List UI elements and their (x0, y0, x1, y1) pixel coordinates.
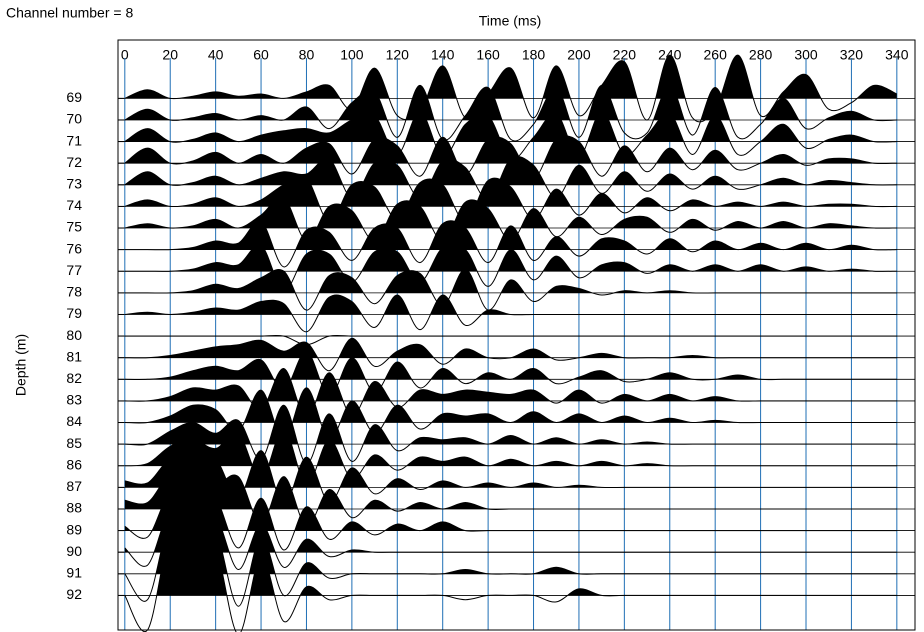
trace-fill (124, 269, 897, 293)
trace-fill (124, 515, 897, 574)
trace (124, 450, 897, 506)
trace-fill (124, 85, 897, 120)
trace (124, 505, 897, 571)
trace (124, 84, 897, 142)
trace (124, 488, 897, 551)
y-tick-label: 80 (66, 327, 82, 343)
y-tick-label: 73 (66, 176, 82, 192)
y-tick-label: 79 (66, 305, 82, 321)
y-tick-label: 91 (66, 565, 82, 581)
trace-fill (124, 176, 897, 207)
trace (124, 220, 897, 268)
trace (124, 387, 897, 441)
y-tick-label: 87 (66, 478, 82, 494)
y-tick-label: 77 (66, 262, 82, 278)
x-tick-label: 160 (476, 47, 500, 63)
y-tick-label: 75 (66, 219, 82, 235)
y-tick-label: 86 (66, 456, 82, 472)
trace-fill (262, 335, 351, 337)
trace-fill (124, 197, 897, 229)
trace (124, 243, 897, 292)
trace (124, 175, 897, 222)
y-tick-label: 90 (66, 543, 82, 559)
y-tick-label: 70 (66, 111, 82, 127)
trace-fill (124, 55, 897, 99)
trace-fill (124, 473, 897, 509)
trace-fill (124, 156, 875, 185)
trace (124, 294, 897, 333)
y-tick-label: 84 (66, 413, 82, 429)
x-tick-label: 140 (431, 47, 455, 63)
y-tick-label: 69 (66, 89, 82, 105)
x-tick-label: 80 (299, 47, 315, 63)
y-tick-label: 82 (66, 370, 82, 386)
x-tick-label: 260 (704, 47, 728, 63)
x-tick-label: 220 (613, 47, 637, 63)
traces (118, 54, 915, 632)
trace (124, 268, 897, 311)
trace (124, 514, 897, 607)
y-tick-label: 81 (66, 348, 82, 364)
y-tick-label: 74 (66, 197, 82, 213)
trace-fill (124, 505, 375, 553)
trace-fill (125, 294, 511, 315)
y-tick-label: 76 (66, 240, 82, 256)
trace-fill (124, 244, 897, 272)
trace (124, 529, 897, 632)
trace-fill (124, 135, 874, 164)
x-tick-label: 40 (208, 47, 224, 63)
y-tick-label: 85 (66, 435, 82, 451)
x-tick-label: 340 (885, 47, 909, 63)
y-tick-label: 92 (66, 586, 82, 602)
x-tick-label: 100 (340, 47, 364, 63)
x-tick-label: 60 (253, 47, 269, 63)
trace-fill (124, 220, 897, 250)
chart-title: Channel number = 8 (6, 5, 133, 21)
y-tick-label: 89 (66, 521, 82, 537)
x-tick-label: 320 (840, 47, 864, 63)
trace-fill (124, 351, 897, 380)
x-tick-label: 120 (386, 47, 410, 63)
y-tick-label: 72 (66, 154, 82, 170)
x-axis-label: Time (ms) (479, 13, 541, 29)
y-tick-label: 83 (66, 392, 82, 408)
trace (124, 54, 898, 123)
plot-frame (117, 39, 916, 631)
x-tick-label: 280 (749, 47, 773, 63)
trace (124, 156, 897, 201)
trace (124, 334, 897, 346)
trace-fill (124, 529, 897, 596)
trace-fill (124, 338, 897, 358)
y-tick-label: 78 (66, 284, 82, 300)
trace (124, 135, 897, 179)
x-tick-label: 180 (522, 47, 546, 63)
x-tick-label: 0 (121, 47, 129, 63)
y-tick-label: 71 (66, 132, 82, 148)
trace (124, 350, 897, 398)
x-tick-label: 300 (794, 47, 818, 63)
x-tick-label: 200 (567, 47, 591, 63)
trace (124, 337, 897, 372)
trace-fill (124, 405, 897, 445)
x-tick-label: 20 (162, 47, 178, 63)
trace-fill (124, 111, 897, 142)
y-axis-label: Depth (m) (13, 334, 29, 396)
y-tick-label: 88 (66, 500, 82, 516)
